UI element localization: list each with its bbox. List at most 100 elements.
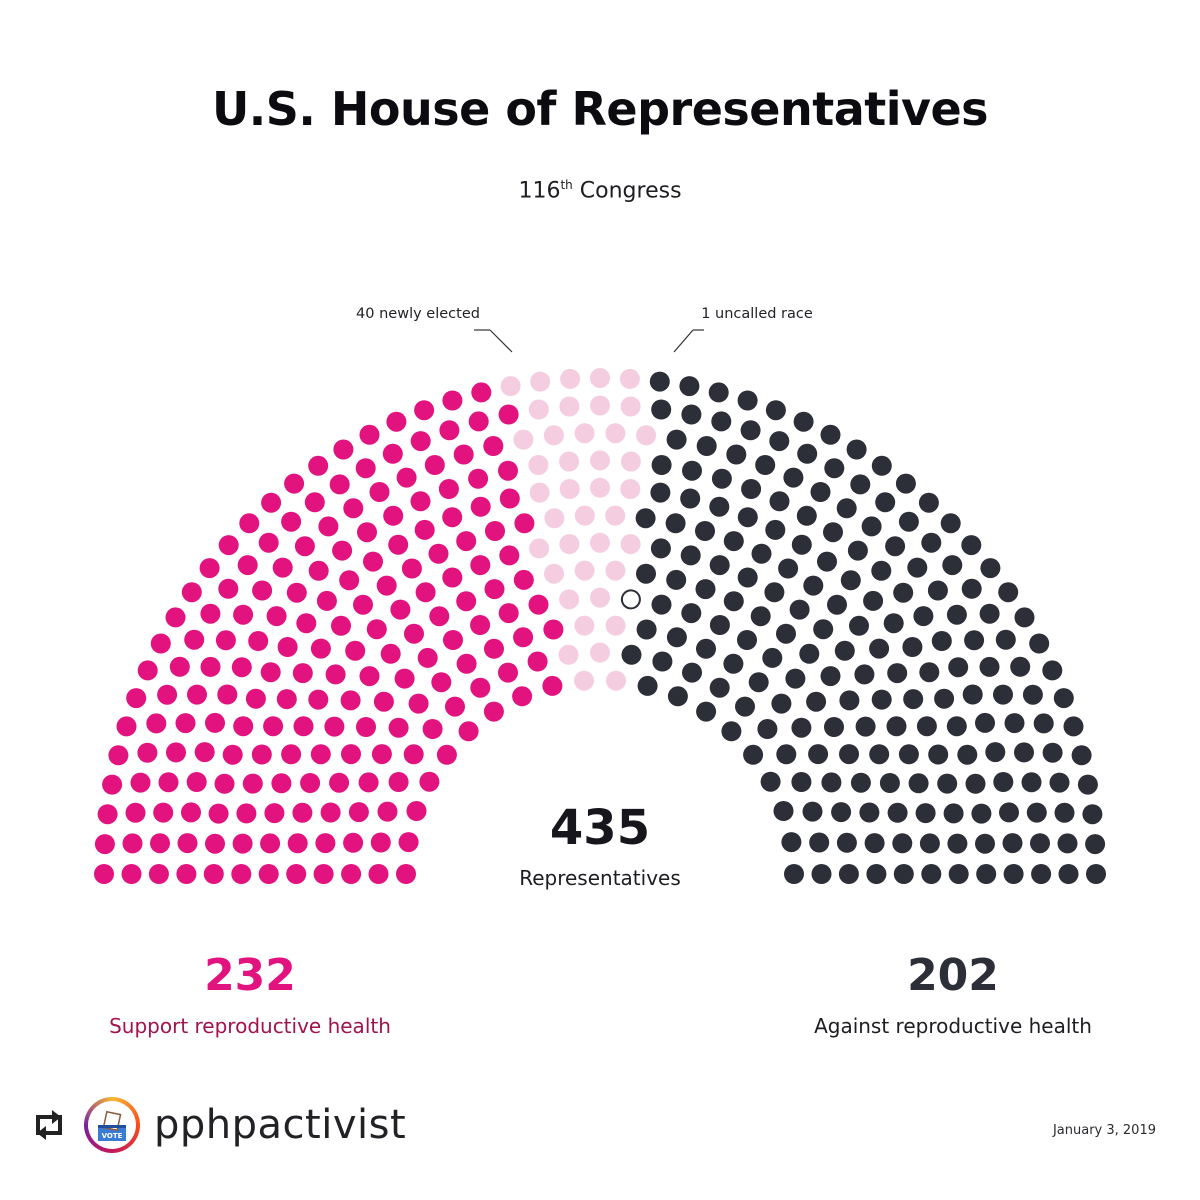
seat-dot [993,684,1013,705]
seat-dot [1031,864,1052,884]
seat-dot [438,479,459,499]
seat-dot [218,535,239,556]
seat-dot [723,591,744,612]
seat-dot [468,411,489,432]
seat-dot [696,701,717,722]
seat-dot [621,644,642,665]
seat-dot [916,716,937,737]
seat-dot [942,555,963,576]
seat-dot [456,591,477,612]
seat-dot [652,651,673,672]
seat-dot [329,474,350,495]
seat-dot [218,578,239,599]
seat-dot [971,803,992,824]
seat-dot [370,832,391,853]
seat-dot [266,606,287,627]
seat-dot [401,558,422,579]
seat-dot [543,425,564,446]
annotation-newly-elected-leader [489,329,513,353]
seat-dot [824,458,845,479]
seat-dot [849,615,869,636]
seat-dot [530,371,551,392]
seat-dot [1054,802,1075,823]
seat-dot [428,543,449,564]
seat-dot [620,396,641,417]
seat-dot [979,603,1000,624]
seat-dot [200,656,221,677]
seat-dot [651,455,672,475]
seat-dot [559,534,580,555]
seat-dot [735,696,755,717]
seat-dot [1026,802,1047,823]
seat-dot [771,693,792,714]
seat-dot [741,479,762,499]
seat-dot [1049,772,1070,793]
seat-dot [264,803,285,824]
seat-dot [620,451,641,472]
seat-dot [895,473,916,494]
seat-dot [682,460,702,481]
seat-dot [961,535,982,556]
seat-dot [260,662,281,683]
seat-dot [590,532,610,553]
seat-dot [928,744,949,765]
seat-dot [343,498,364,519]
seat-dot [410,491,431,512]
seat-dot [919,662,940,683]
seat-dot [1010,656,1031,677]
seat-dot [181,802,201,823]
seat-dot [778,558,799,579]
seat-dot [424,455,445,475]
seat-dot [1030,833,1050,854]
seat-dot [199,558,220,579]
seat-dot [341,744,361,765]
seat-dot [308,560,329,581]
seat-dot [796,505,817,526]
seat-dot [961,578,982,599]
seat-dot [859,802,880,823]
seat-dot [272,557,293,578]
username[interactable]: pphpactivist [154,1102,407,1148]
seat-dot [414,400,435,421]
seat-dot [620,534,641,555]
seat-dot [760,771,781,792]
repost-icon[interactable] [28,1105,70,1145]
seat-dot [169,656,190,677]
seat-dot [559,589,580,610]
seat-dot [422,719,443,739]
seat-dot [245,688,266,709]
seat-dot [97,804,118,825]
seat-dot [281,511,302,532]
seat-dot [498,662,518,683]
seat-dot [300,773,321,793]
seat-dot [769,491,790,512]
seat-dot [293,716,314,737]
seat-dot [791,717,812,738]
page-subtitle: 116th Congress [0,178,1200,203]
seat-dot [948,657,969,678]
seat-dot [414,519,435,540]
seat-dot [574,423,595,444]
annotation-uncalled-leader [673,329,694,353]
seat-dot [333,439,354,460]
seat-dot [1057,833,1078,854]
seat-dot [871,455,892,476]
seat-dot [331,615,351,636]
seat-dot [574,670,594,691]
seat-dot [1029,633,1050,654]
seat-dot [799,643,820,664]
seat-dot [429,606,450,627]
seat-dot [471,382,492,403]
seat-dot [388,534,409,555]
seat-dot [382,443,403,464]
avatar[interactable]: VOTE [84,1097,140,1153]
seat-dot [157,684,178,705]
seat-dot [957,744,978,765]
seat-dot [325,664,346,685]
seat-dot [985,742,1006,763]
seat-dot [605,560,626,581]
seat-dot [681,404,702,425]
seat-dot [313,864,334,884]
seat-dot [1022,684,1043,705]
seat-dot [165,607,186,628]
